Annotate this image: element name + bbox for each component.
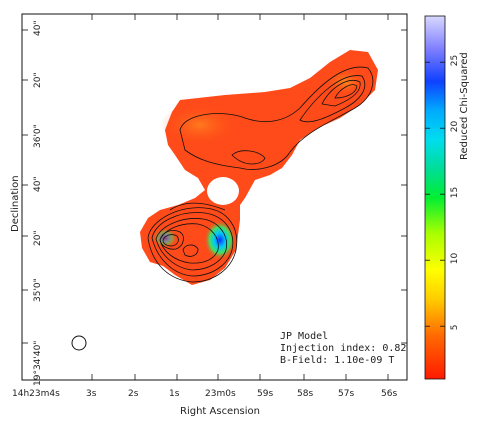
y-axis-title: Declination	[10, 175, 21, 232]
x-tick-label: 58s	[297, 389, 313, 399]
y-axis-tick-labels: 40" 20" 36'0" 40" 20" 35'0" 19°34'40"	[33, 20, 43, 386]
colorbar-ticks: 5 10 15 20 25	[425, 55, 460, 330]
contour	[231, 150, 266, 165]
contour	[179, 66, 374, 170]
contour	[159, 230, 184, 250]
contour	[159, 223, 219, 264]
y-tick-label: 35'0"	[33, 278, 43, 302]
y-tick-label: 40"	[33, 176, 43, 192]
contour	[169, 202, 226, 211]
x-axis-tick-labels: 14h23m4s 3s 2s 1s 23m0s 59s 58s 57s 56s	[12, 389, 397, 399]
y-tick-label: 20"	[33, 72, 43, 88]
emission-map	[140, 50, 378, 285]
y-tick-label: 20"	[33, 230, 43, 246]
hot-region	[204, 220, 236, 260]
x-tick-label: 14h23m4s	[12, 389, 60, 399]
x-tick-label: 3s	[86, 389, 97, 399]
colorbar-tick-label: 25	[450, 55, 460, 66]
x-tick-label: 56s	[381, 389, 397, 399]
x-axis-ticks	[21, 14, 389, 380]
contour	[147, 207, 238, 283]
x-tick-label: 2s	[128, 389, 139, 399]
colorbar-tick-label: 5	[450, 324, 460, 330]
y-axis-ticks	[22, 29, 407, 344]
warm-region	[160, 103, 240, 147]
x-tick-label: 59s	[257, 389, 273, 399]
plot-frame	[21, 13, 408, 381]
colorbar-tick-label: 15	[450, 187, 460, 198]
colorbar-label: Reduced Chi-Squared	[459, 52, 470, 160]
y-tick-label: 40"	[33, 20, 43, 36]
colorbar-gradient	[424, 15, 446, 380]
contour	[162, 234, 179, 247]
masked-core	[207, 177, 239, 205]
contour	[182, 244, 199, 257]
injection-index: Injection index: 0.82	[280, 343, 406, 354]
beam-circle	[71, 335, 87, 351]
contour	[155, 218, 227, 271]
contour	[321, 80, 361, 107]
x-tick-label: 1s	[169, 389, 180, 399]
model-name: JP Model	[280, 331, 328, 342]
colorbar-tick-label: 10	[450, 252, 460, 264]
contour	[151, 212, 234, 277]
y-tick-label: 36'0"	[33, 124, 43, 148]
model-annotation: JP Model Injection index: 0.82 B-Field: …	[280, 331, 406, 366]
y-tick-label: 19°34'40"	[33, 341, 43, 386]
contour-lines	[147, 66, 374, 283]
x-axis-title: Right Ascension	[180, 406, 260, 417]
colorbar-tick-label: 20	[450, 120, 460, 132]
b-field: B-Field: 1.10e-09 T	[280, 355, 394, 366]
contour	[334, 84, 358, 99]
colorbar: 5 10 15 20 25 Reduced Chi-Squared	[424, 15, 470, 380]
x-tick-label: 23m0s	[205, 389, 236, 399]
contour	[299, 75, 366, 123]
x-tick-label: 57s	[338, 389, 354, 399]
